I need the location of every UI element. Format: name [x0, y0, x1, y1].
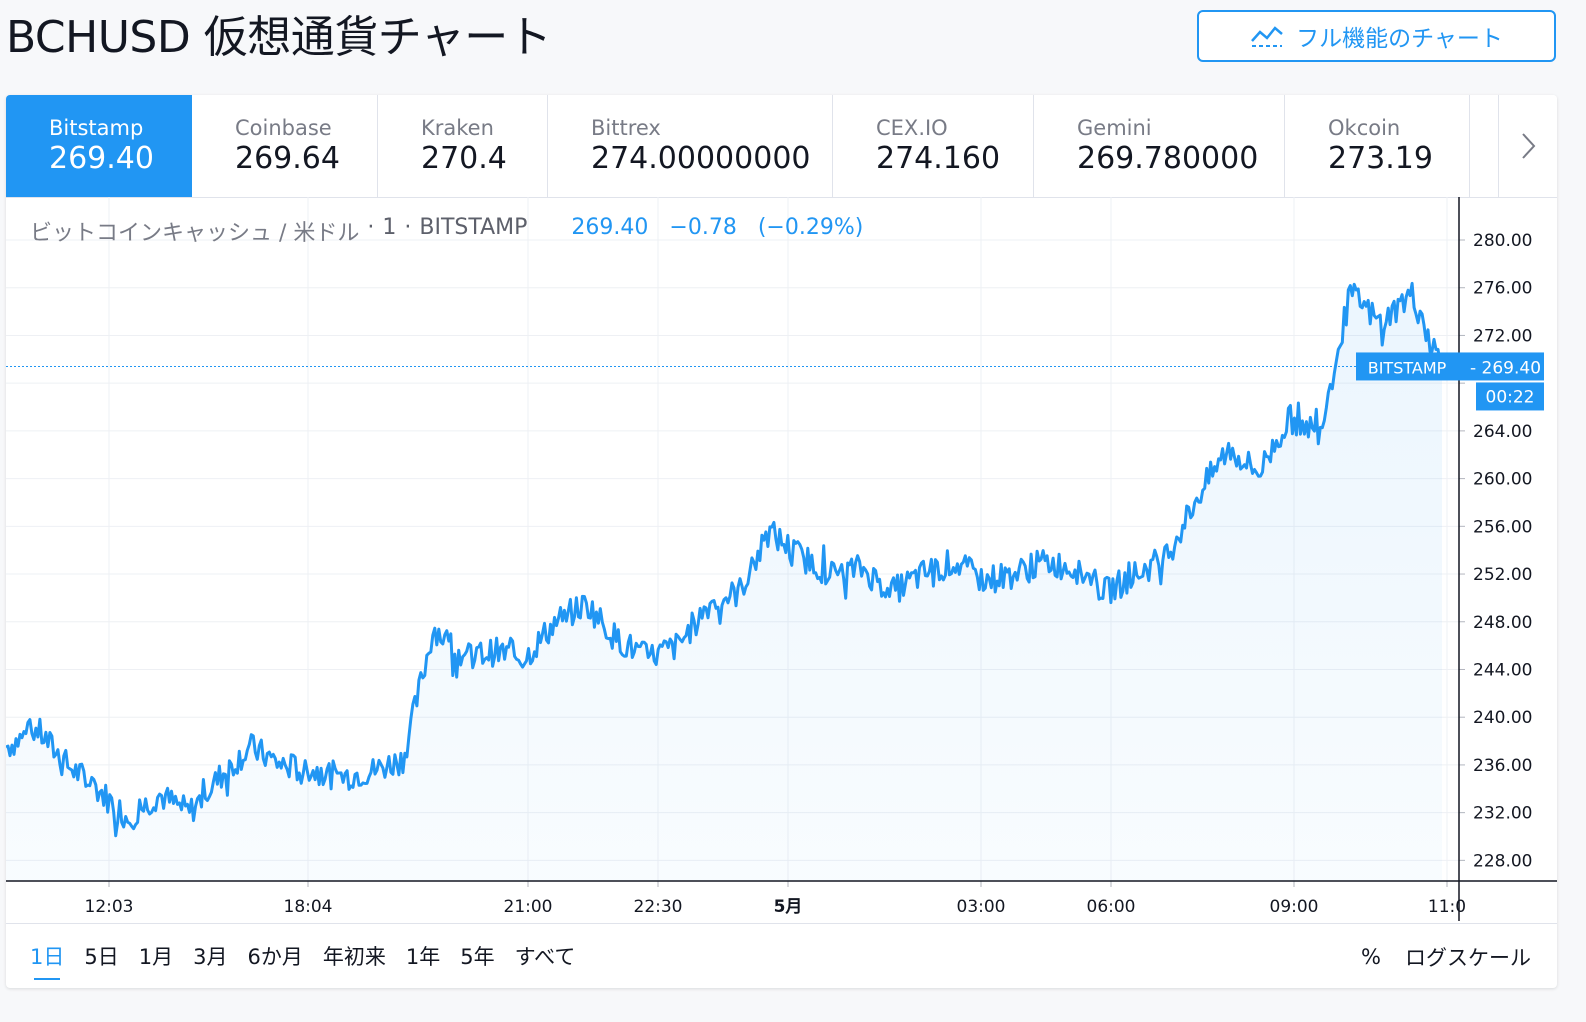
tab-bitstamp[interactable]: Bitstamp 269.40: [6, 95, 192, 197]
y-tick-label: 248.00: [1473, 613, 1532, 633]
chart-area[interactable]: 280.00 276.00 272.00 264.00 260.00 256.00 252.…: [6, 197, 1557, 923]
tab-gemini[interactable]: Gemini 269.780000: [1034, 95, 1285, 197]
price-area-fill: [6, 283, 1442, 881]
x-tick-label: 21:00: [504, 897, 553, 917]
chart-card: Bitstamp 269.40 Coinbase 269.64 Kraken 2…: [6, 95, 1557, 988]
price-tag-value: - 269.40: [1470, 358, 1541, 378]
exchange-name: Bitstamp: [49, 116, 144, 140]
price-tag: [1459, 352, 1544, 381]
y-tick-label: 280.00: [1473, 231, 1532, 251]
x-tick-label: 09:00: [1270, 897, 1319, 917]
tab-coinbase[interactable]: Coinbase 269.64: [192, 95, 378, 197]
full-chart-label: フル機能のチャート: [1296, 26, 1503, 52]
countdown-value: 00:22: [1486, 387, 1535, 407]
x-tick-label: 03:00: [957, 897, 1006, 917]
countdown-tag: [1476, 382, 1544, 411]
legend-change: −0.78: [669, 215, 737, 240]
range-ytd[interactable]: 年初来: [322, 944, 386, 969]
exchange-price: 269.40: [49, 141, 154, 176]
legend-exchange: BITSTAMP: [419, 215, 528, 240]
exchange-name: CEX.IO: [876, 116, 948, 140]
range-3m[interactable]: 3月: [193, 944, 228, 969]
y-tick-label: 256.00: [1473, 517, 1532, 537]
tab-cexio[interactable]: CEX.IO 274.160: [833, 95, 1034, 197]
y-tick-label: 228.00: [1473, 851, 1532, 871]
legend-separator: ·: [404, 215, 412, 240]
exchange-name: Okcoin: [1328, 116, 1401, 140]
x-tick-label: 12:03: [85, 897, 134, 917]
y-tick-label: 252.00: [1473, 565, 1532, 585]
x-tick-label: 18:04: [284, 897, 333, 917]
percent-scale-toggle[interactable]: %: [1361, 944, 1381, 969]
exchange-name: Coinbase: [235, 116, 332, 140]
exchange-tag-label: BITSTAMP: [1368, 358, 1447, 377]
exchange-name: Kraken: [421, 116, 494, 140]
tab-kraken[interactable]: Kraken 270.4: [378, 95, 548, 197]
legend-change-pct: (−0.29%): [757, 215, 864, 240]
y-tick-label: 240.00: [1473, 708, 1532, 728]
legend-interval: 1: [382, 215, 397, 240]
exchange-name: Gemini: [1077, 116, 1152, 140]
range-1m[interactable]: 1月: [138, 944, 174, 969]
y-tick-label: 260.00: [1473, 470, 1532, 490]
full-chart-button[interactable]: フル機能のチャート: [1197, 10, 1556, 62]
y-tick-label: 272.00: [1473, 326, 1532, 346]
y-tick-label: 232.00: [1473, 804, 1532, 824]
legend-values: 269.40 −0.78 (−0.29%): [571, 215, 877, 247]
last-price-tag: BITSTAMP - 269.40 00:22: [1356, 352, 1544, 411]
y-tick-label: 264.00: [1473, 422, 1532, 442]
range-5d[interactable]: 5日: [84, 944, 119, 969]
range-5y[interactable]: 5年: [460, 944, 495, 969]
exchange-price: 269.64: [235, 141, 340, 176]
range-all[interactable]: すべて: [514, 944, 576, 969]
legend-symbol: ビットコインキャッシュ / 米ドル: [30, 221, 360, 246]
chart-axes: 280.00 276.00 272.00 264.00 260.00 256.00 252.…: [6, 197, 1557, 921]
range-6m[interactable]: 6か月: [247, 944, 303, 969]
log-scale-toggle[interactable]: ログスケール: [1405, 945, 1531, 970]
exchange-price: 270.4: [421, 141, 507, 176]
exchange-price: 273.19: [1328, 141, 1433, 176]
price-series-line: [6, 281, 1444, 838]
exchange-tabs: Bitstamp 269.40 Coinbase 269.64 Kraken 2…: [6, 95, 1557, 198]
tabs-next-button[interactable]: [1498, 95, 1557, 197]
time-range-bar: 1日 5日 1月 3月 6か月 年初来 1年 5年 すべて % ログスケール: [6, 923, 1557, 988]
legend-separator: ·: [367, 215, 375, 240]
chart-line-icon: [1251, 26, 1283, 47]
exchange-tag: [1356, 352, 1459, 381]
exchange-price: 274.00000000: [591, 141, 811, 176]
range-1y[interactable]: 1年: [405, 944, 441, 969]
page-title: BCHUSD 仮想通貨チャート: [6, 12, 552, 63]
price-chart[interactable]: 280.00 276.00 272.00 264.00 260.00 256.00 252.…: [6, 197, 1557, 923]
y-tick-label: 276.00: [1473, 279, 1532, 299]
x-tick-label: 5月: [774, 897, 803, 917]
exchange-price: 274.160: [876, 141, 1001, 176]
exchange-price: 269.780000: [1077, 141, 1259, 176]
exchange-name: Bittrex: [591, 116, 661, 140]
tab-okcoin[interactable]: Okcoin 273.19: [1285, 95, 1470, 197]
chart-legend: ビットコインキャッシュ / 米ドル · 1 · BITSTAMP 269.40 …: [30, 215, 877, 247]
x-tick-label: 22:30: [634, 897, 683, 917]
y-tick-label: 236.00: [1473, 756, 1532, 776]
x-tick-label: 11:0: [1428, 897, 1466, 917]
legend-last-price: 269.40: [571, 215, 649, 240]
chevron-right-icon: [1522, 133, 1536, 159]
y-tick-label: 244.00: [1473, 660, 1532, 680]
x-tick-label: 06:00: [1087, 897, 1136, 917]
range-1d[interactable]: 1日: [20, 942, 74, 980]
tab-bittrex[interactable]: Bittrex 274.00000000: [548, 95, 833, 197]
